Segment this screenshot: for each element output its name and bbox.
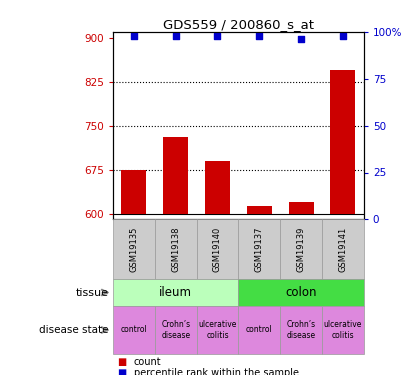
Bar: [238, 306, 280, 354]
Text: GSM19138: GSM19138: [171, 226, 180, 272]
Point: [256, 33, 263, 39]
Bar: [247, 206, 272, 213]
Bar: [330, 70, 356, 213]
Title: GDS559 / 200860_s_at: GDS559 / 200860_s_at: [163, 18, 314, 31]
Text: Crohn’s
disease: Crohn’s disease: [161, 320, 190, 340]
Text: ulcerative
colitis: ulcerative colitis: [323, 320, 362, 340]
Text: control: control: [120, 326, 147, 334]
Point: [298, 36, 304, 42]
Text: GSM19141: GSM19141: [338, 227, 347, 272]
Text: ileum: ileum: [159, 286, 192, 299]
Text: percentile rank within the sample: percentile rank within the sample: [134, 368, 298, 375]
Bar: [280, 306, 322, 354]
Point: [173, 33, 179, 39]
Point: [131, 33, 137, 39]
Bar: [238, 219, 280, 279]
Bar: [196, 219, 238, 279]
Bar: [113, 306, 155, 354]
Text: Crohn’s
disease: Crohn’s disease: [286, 320, 316, 340]
Bar: [205, 161, 230, 213]
Text: ■: ■: [117, 357, 127, 367]
Bar: [113, 279, 238, 306]
Text: GSM19137: GSM19137: [255, 226, 264, 272]
Point: [214, 33, 221, 39]
Bar: [155, 219, 196, 279]
Text: disease state: disease state: [39, 325, 109, 335]
Text: GSM19139: GSM19139: [297, 226, 305, 272]
Text: ■: ■: [117, 368, 127, 375]
Bar: [322, 306, 364, 354]
Bar: [280, 219, 322, 279]
Text: ulcerative
colitis: ulcerative colitis: [198, 320, 237, 340]
Text: tissue: tissue: [76, 288, 109, 297]
Bar: [113, 219, 155, 279]
Text: GSM19140: GSM19140: [213, 227, 222, 272]
Text: GSM19135: GSM19135: [129, 226, 139, 272]
Bar: [163, 137, 188, 213]
Bar: [121, 170, 146, 213]
Text: colon: colon: [285, 286, 317, 299]
Bar: [322, 219, 364, 279]
Bar: [196, 306, 238, 354]
Bar: [155, 306, 196, 354]
Bar: [238, 279, 364, 306]
Text: control: control: [246, 326, 272, 334]
Point: [339, 33, 346, 39]
Bar: [289, 202, 314, 213]
Text: count: count: [134, 357, 161, 367]
